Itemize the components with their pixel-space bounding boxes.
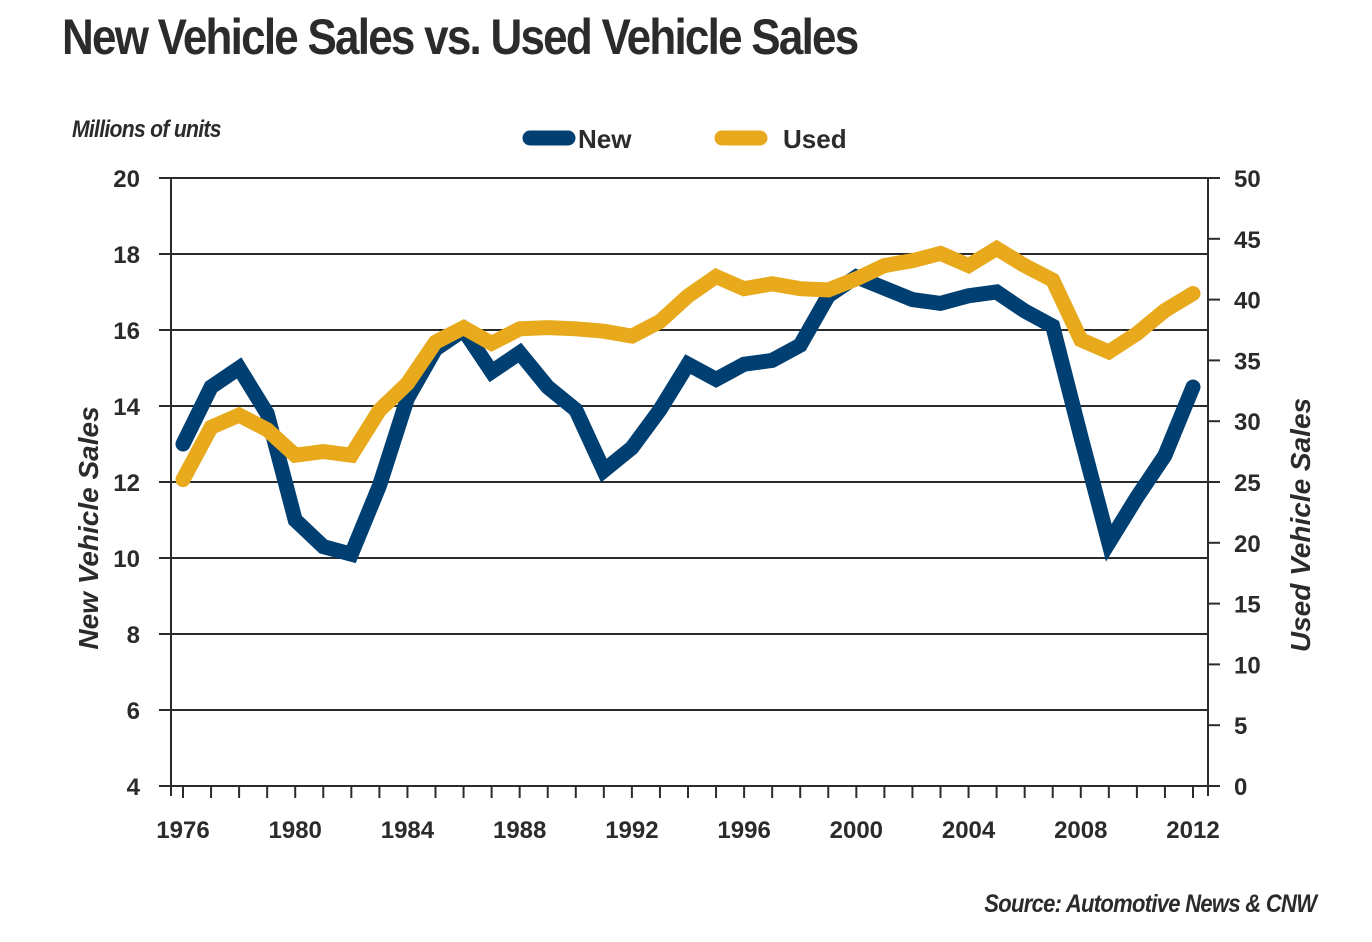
y-tick-label-right: 40	[1234, 288, 1261, 315]
y-tick-label-right: 5	[1234, 713, 1247, 740]
chart-title: New Vehicle Sales vs. Used Vehicle Sales	[62, 9, 859, 65]
series-line-used	[175, 239, 1201, 488]
axes: 4 6 8 10 12 14 16 18 20 0 5 10 15 20 25 30 35 40 45 50 1976 1…	[113, 166, 1260, 844]
y-tick-label-left: 8	[127, 622, 140, 649]
x-tick-label: 1992	[605, 817, 658, 844]
source-label: Source: Automotive News & CNW	[983, 890, 1317, 918]
y-tick-label-right: 15	[1234, 592, 1261, 619]
y-tick-label-left: 14	[113, 394, 140, 421]
legend: New Used	[522, 124, 847, 154]
legend-label-used: Used	[783, 124, 847, 154]
y-tick-label-left: 6	[127, 698, 140, 725]
x-tick-label: 1988	[493, 817, 546, 844]
series-lines	[175, 239, 1201, 564]
y-tick-label-left: 20	[113, 166, 140, 193]
y-tick-label-left: 18	[113, 242, 140, 269]
y-tick-label-left: 4	[127, 774, 141, 801]
y-axis-title-left: New Vehicle Sales	[73, 406, 104, 649]
y-tick-label-left: 10	[113, 546, 140, 573]
gridlines	[159, 177, 1208, 787]
x-tick-label: 2012	[1166, 817, 1219, 844]
y-tick-label-right: 25	[1234, 470, 1261, 497]
x-tick-label: 1996	[717, 817, 770, 844]
y-tick-label-right: 35	[1234, 348, 1261, 375]
y-tick-label-right: 20	[1234, 531, 1261, 558]
x-tick-label: 1984	[381, 817, 435, 844]
y-tick-label-right: 50	[1234, 166, 1261, 193]
y-tick-label-left: 16	[113, 318, 140, 345]
y-tick-label-right: 0	[1234, 774, 1247, 801]
x-tick-label: 2008	[1054, 817, 1107, 844]
x-tick-label: 1976	[156, 817, 209, 844]
y-tick-label-left: 12	[113, 470, 140, 497]
y-tick-label-right: 10	[1234, 652, 1261, 679]
x-tick-label: 2000	[830, 817, 883, 844]
y-axis-title-right: Used Vehicle Sales	[1285, 398, 1316, 652]
y-tick-label-right: 30	[1234, 409, 1261, 436]
legend-label-new: New	[578, 124, 632, 154]
y-tick-label-right: 45	[1234, 227, 1261, 254]
units-label: Millions of units	[72, 116, 221, 143]
x-tick-label: 2004	[942, 817, 996, 844]
x-tick-label: 1980	[269, 817, 322, 844]
series-line-new	[175, 268, 1201, 564]
